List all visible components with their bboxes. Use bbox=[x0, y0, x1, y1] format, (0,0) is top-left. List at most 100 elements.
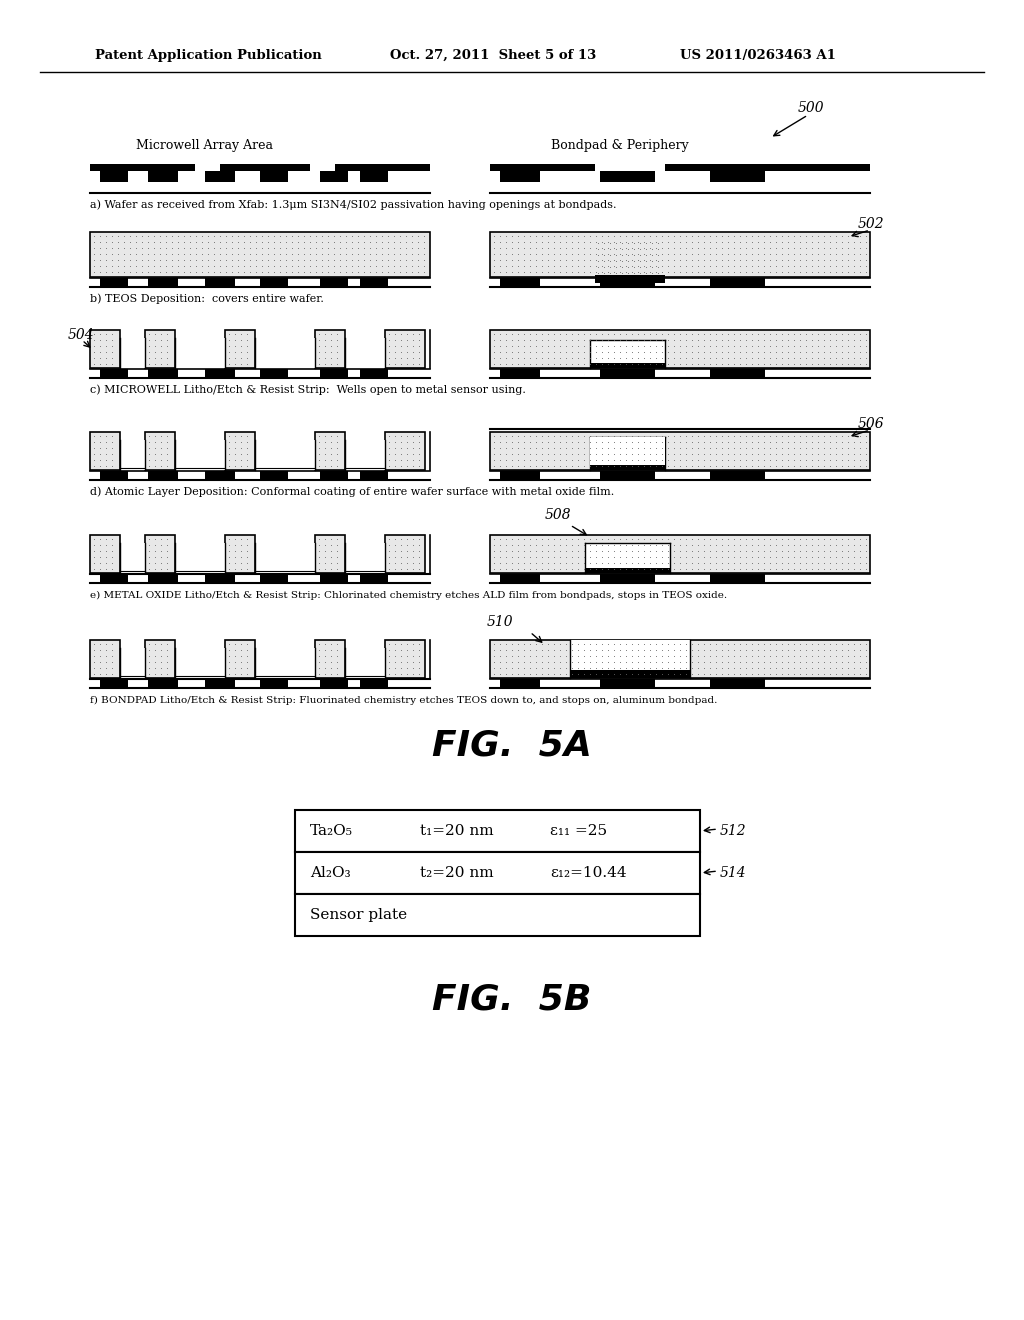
Bar bbox=[175, 440, 225, 470]
Bar bbox=[345, 648, 385, 678]
Bar bbox=[148, 279, 178, 286]
Bar bbox=[360, 678, 388, 686]
Bar bbox=[145, 330, 175, 368]
Bar bbox=[225, 535, 255, 573]
Bar bbox=[90, 535, 120, 573]
Bar bbox=[100, 370, 128, 378]
Bar bbox=[319, 279, 348, 286]
Text: 512: 512 bbox=[720, 824, 746, 838]
Bar bbox=[710, 574, 765, 582]
Bar bbox=[205, 678, 234, 686]
Text: ε₁₁ =25: ε₁₁ =25 bbox=[550, 824, 607, 838]
Bar bbox=[145, 640, 175, 678]
Bar bbox=[600, 678, 655, 686]
Text: b) TEOS Deposition:  covers entire wafer.: b) TEOS Deposition: covers entire wafer. bbox=[90, 294, 324, 305]
Bar bbox=[90, 640, 120, 678]
Bar bbox=[295, 851, 700, 894]
Bar bbox=[595, 240, 665, 277]
Text: Patent Application Publication: Patent Application Publication bbox=[95, 49, 322, 62]
Bar bbox=[319, 370, 348, 378]
Bar bbox=[175, 648, 225, 678]
Bar bbox=[148, 574, 178, 582]
Bar bbox=[600, 172, 655, 182]
Bar bbox=[590, 465, 665, 470]
Bar bbox=[90, 232, 430, 277]
Bar bbox=[345, 543, 385, 573]
Bar bbox=[205, 471, 234, 479]
Bar bbox=[600, 279, 655, 286]
Bar bbox=[710, 370, 765, 378]
Bar bbox=[500, 279, 540, 286]
Bar bbox=[500, 678, 540, 686]
Text: Al₂O₃: Al₂O₃ bbox=[310, 866, 350, 880]
Bar bbox=[490, 432, 870, 470]
Text: c) MICROWELL Litho/Etch & Resist Strip:  Wells open to metal sensor using.: c) MICROWELL Litho/Etch & Resist Strip: … bbox=[90, 384, 526, 395]
Text: 506: 506 bbox=[858, 417, 885, 432]
Bar bbox=[360, 279, 388, 286]
Bar bbox=[595, 164, 665, 172]
Bar bbox=[100, 279, 128, 286]
Bar bbox=[490, 640, 870, 678]
Bar bbox=[205, 279, 234, 286]
Text: 514: 514 bbox=[720, 866, 746, 880]
Bar bbox=[500, 471, 540, 479]
Bar bbox=[500, 574, 540, 582]
Bar bbox=[260, 279, 288, 286]
Bar bbox=[345, 440, 385, 470]
Text: Microwell Array Area: Microwell Array Area bbox=[136, 139, 273, 152]
Bar bbox=[710, 471, 765, 479]
Text: ε₁₂=10.44: ε₁₂=10.44 bbox=[550, 866, 627, 880]
Bar bbox=[120, 338, 145, 368]
Bar bbox=[260, 574, 288, 582]
Bar bbox=[360, 471, 388, 479]
Bar bbox=[385, 432, 425, 470]
Bar bbox=[175, 338, 225, 368]
Text: Bondpad & Periphery: Bondpad & Periphery bbox=[551, 139, 689, 152]
Bar bbox=[490, 232, 870, 277]
Bar bbox=[385, 330, 425, 368]
Bar bbox=[205, 574, 234, 582]
Bar bbox=[315, 640, 345, 678]
Text: e) METAL OXIDE Litho/Etch & Resist Strip: Chlorinated chemistry etches ALD film : e) METAL OXIDE Litho/Etch & Resist Strip… bbox=[90, 590, 727, 599]
Text: 510: 510 bbox=[487, 615, 514, 630]
Bar bbox=[148, 172, 178, 182]
Bar bbox=[319, 574, 348, 582]
Bar bbox=[148, 471, 178, 479]
Bar bbox=[225, 330, 255, 368]
Text: 502: 502 bbox=[858, 216, 885, 231]
Bar bbox=[175, 543, 225, 573]
Bar bbox=[590, 341, 665, 368]
Bar bbox=[345, 338, 385, 368]
Text: f) BONDPAD Litho/Etch & Resist Strip: Fluorinated chemistry etches TEOS down to,: f) BONDPAD Litho/Etch & Resist Strip: Fl… bbox=[90, 696, 718, 705]
Bar bbox=[255, 338, 315, 368]
Bar bbox=[310, 164, 335, 172]
Bar bbox=[590, 437, 665, 470]
Bar bbox=[90, 330, 120, 368]
Bar bbox=[120, 440, 145, 470]
Bar bbox=[145, 535, 175, 573]
Bar bbox=[225, 640, 255, 678]
Bar bbox=[205, 370, 234, 378]
Text: t₂=20 nm: t₂=20 nm bbox=[420, 866, 494, 880]
Bar bbox=[195, 164, 220, 172]
Text: US 2011/0263463 A1: US 2011/0263463 A1 bbox=[680, 49, 836, 62]
Bar bbox=[260, 172, 288, 182]
Text: Oct. 27, 2011  Sheet 5 of 13: Oct. 27, 2011 Sheet 5 of 13 bbox=[390, 49, 596, 62]
Bar bbox=[90, 432, 120, 470]
Text: d) Atomic Layer Deposition: Conformal coating of entire wafer surface with metal: d) Atomic Layer Deposition: Conformal co… bbox=[90, 487, 614, 498]
Bar bbox=[570, 671, 690, 678]
Text: 504: 504 bbox=[68, 327, 94, 342]
Bar bbox=[148, 370, 178, 378]
Bar bbox=[120, 543, 145, 573]
Bar bbox=[315, 330, 345, 368]
Bar bbox=[590, 363, 665, 368]
Bar bbox=[205, 172, 234, 182]
Bar bbox=[319, 678, 348, 686]
Bar bbox=[255, 440, 315, 470]
Text: a) Wafer as received from Xfab: 1.3μm SI3N4/SI02 passivation having openings at : a) Wafer as received from Xfab: 1.3μm SI… bbox=[90, 199, 616, 210]
Bar bbox=[710, 279, 765, 286]
Bar bbox=[585, 543, 670, 573]
Bar bbox=[100, 172, 128, 182]
Text: 500: 500 bbox=[798, 102, 824, 115]
Bar bbox=[295, 894, 700, 936]
